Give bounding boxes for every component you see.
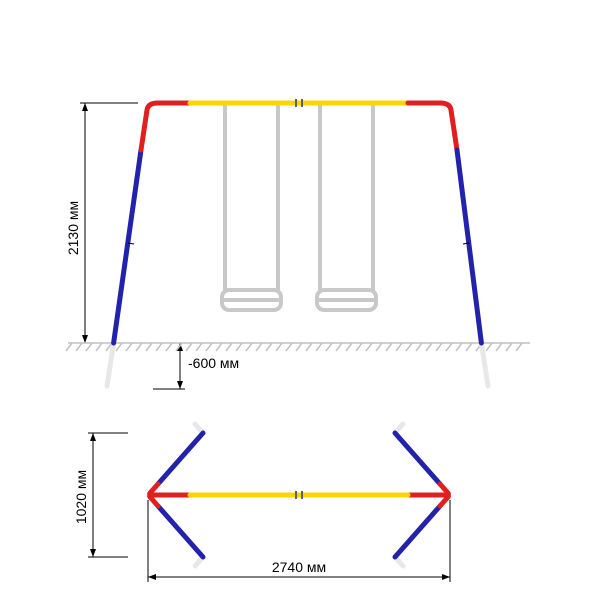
dim-plan-height-label: 1020 мм	[73, 470, 89, 524]
swing-frame-diagram: 2130 мм -600 мм 1020 мм 2740 мм	[0, 0, 600, 600]
front-view-height-dim: 2130 мм	[65, 103, 138, 343]
dim-depth-label: -600 мм	[188, 355, 239, 371]
ground-line	[66, 343, 530, 351]
frame-front	[114, 103, 482, 343]
top-view-width-dim: 2740 мм	[148, 500, 450, 582]
front-view	[66, 99, 530, 386]
swing-right	[317, 106, 376, 310]
top-view	[150, 424, 449, 566]
dim-width-label: 2740 мм	[272, 559, 326, 575]
top-view-height-dim: 1020 мм	[73, 433, 128, 557]
swing-left	[222, 106, 281, 310]
dim-height-label: 2130 мм	[65, 201, 81, 255]
leg-joints	[128, 243, 469, 244]
leg-left	[114, 150, 141, 343]
leg-right	[457, 150, 481, 343]
corner-left	[141, 103, 190, 150]
corner-right	[408, 103, 457, 150]
